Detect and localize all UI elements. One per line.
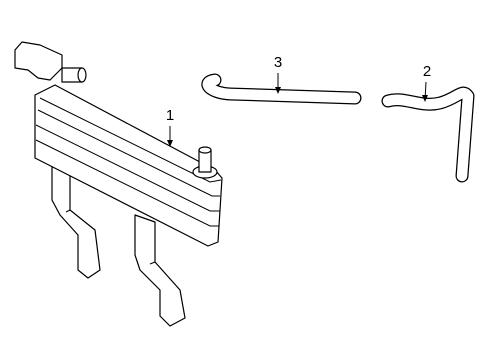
arrowhead (167, 140, 173, 147)
callout-label: 3 (274, 54, 282, 71)
oil-cooler (34, 67, 223, 247)
callout-label: 2 (423, 63, 431, 80)
hose-2 (381, 86, 475, 183)
arrowhead (422, 95, 428, 102)
arrowhead (275, 87, 281, 94)
callout-label: 1 (166, 107, 174, 124)
bracket-right (134, 214, 186, 327)
bracket-left (51, 159, 101, 279)
bracket-top (14, 41, 63, 81)
hose-3 (201, 73, 362, 105)
